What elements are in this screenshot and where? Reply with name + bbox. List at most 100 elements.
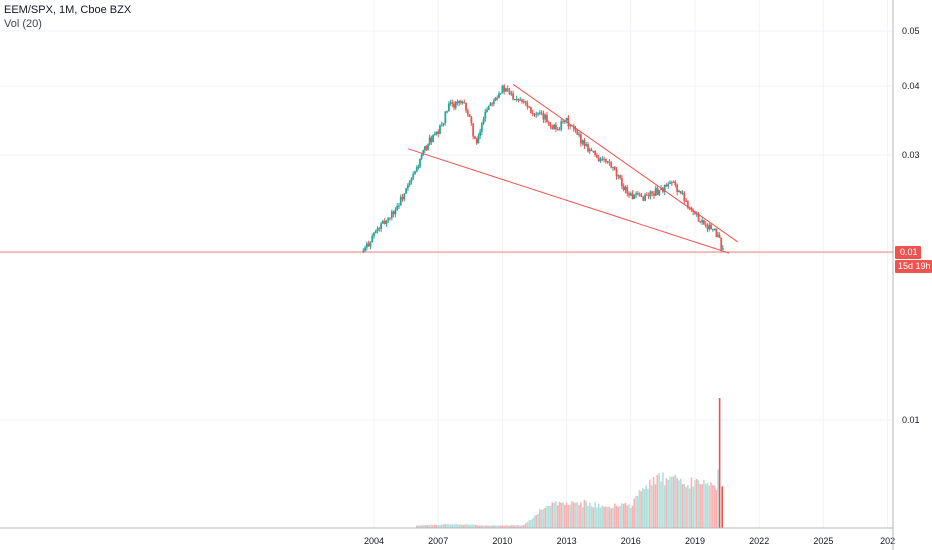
candle-body: [528, 106, 531, 108]
candle-body: [547, 122, 550, 125]
volume-bar: [453, 524, 456, 528]
candle-body: [644, 194, 646, 201]
volume-bar: [633, 498, 636, 528]
volume-bar: [494, 525, 497, 528]
volume-bar: [421, 525, 423, 528]
volume-bar: [501, 525, 504, 528]
last-price-value: 0.01: [900, 247, 918, 257]
candle-body: [415, 167, 418, 172]
volume-bar: [606, 507, 609, 528]
volume-bar: [523, 525, 525, 528]
volume-bar: [517, 525, 520, 528]
candle-body: [419, 158, 421, 167]
volume-bar: [496, 525, 498, 528]
candle-body: [512, 93, 514, 100]
candle-body: [390, 211, 393, 218]
candle-body: [653, 193, 655, 196]
volume-bar: [514, 525, 516, 528]
candle-body: [417, 166, 420, 168]
candle-body: [423, 146, 426, 151]
candle-body: [604, 158, 607, 162]
volume-bar: [590, 506, 593, 528]
candle-body: [601, 158, 604, 160]
x-tick-label: 2007: [428, 536, 448, 546]
x-tick-label: 2004: [364, 536, 384, 546]
volume-bar: [428, 525, 431, 528]
candle-body: [637, 193, 639, 195]
volume-bar: [535, 515, 538, 528]
chart-legend-title: EEM/SPX, 1M, Cboe BZX: [4, 4, 132, 16]
candle-body: [665, 184, 668, 187]
volume-bar: [679, 478, 682, 528]
candle-body: [704, 224, 707, 226]
candle-body: [432, 135, 434, 142]
candle-body: [499, 93, 502, 95]
candle-body: [378, 228, 381, 230]
candle-body: [448, 103, 450, 112]
candle-body: [470, 116, 473, 124]
candle-body: [645, 194, 648, 196]
candle-body: [574, 129, 577, 131]
y-tick-label: 0.03: [902, 150, 920, 160]
candle-body: [576, 129, 579, 135]
volume-bar: [439, 525, 441, 528]
volume-bar: [467, 524, 470, 528]
last-price-badge: [895, 245, 921, 259]
candle-body: [480, 123, 483, 132]
volume-bar: [416, 525, 418, 528]
candle-body: [458, 101, 461, 104]
candle-body: [617, 175, 620, 177]
volume-bar: [704, 483, 707, 528]
volume-bar: [654, 484, 657, 528]
candle-body: [371, 236, 374, 243]
candle-body: [553, 124, 556, 130]
volume-bar: [519, 525, 522, 528]
volume-bar: [471, 524, 473, 528]
resistance-trendline[interactable]: [512, 83, 739, 243]
volume-bar: [645, 485, 648, 528]
candle-body: [720, 237, 723, 250]
candle-body: [498, 93, 500, 98]
volume-bar: [626, 505, 629, 528]
support-trendline[interactable]: [408, 148, 730, 254]
candle-body: [569, 125, 572, 127]
candle-body: [459, 101, 462, 103]
candle-body: [538, 112, 541, 114]
volume-bar: [569, 504, 571, 528]
volume-bar: [553, 502, 555, 528]
volume-bar: [697, 480, 700, 528]
volume-bar: [446, 524, 448, 528]
candle-body: [654, 187, 657, 196]
candle-body: [590, 149, 593, 151]
candle-body: [422, 150, 425, 155]
volume-bar: [605, 506, 607, 528]
candle-body: [468, 114, 471, 117]
candle-body: [477, 135, 480, 144]
candle-body: [663, 184, 666, 192]
volume-bar: [663, 485, 666, 528]
volume-bar: [455, 523, 457, 528]
volume-bar: [717, 469, 719, 528]
volume-bar: [687, 484, 689, 528]
candle-body: [427, 144, 429, 150]
candle-body: [382, 221, 384, 224]
volume-bar: [592, 507, 595, 528]
trendlines[interactable]: [0, 83, 893, 254]
volume-bar: [539, 509, 541, 528]
candle-body: [606, 161, 609, 163]
candle-body: [367, 243, 370, 247]
candle-body: [474, 136, 476, 139]
candle-body: [706, 225, 709, 230]
candle-body: [631, 193, 634, 200]
candle-body: [533, 113, 536, 115]
candle-body: [678, 190, 680, 192]
candle-body: [651, 191, 654, 194]
candle-body: [640, 195, 643, 197]
candle-body: [626, 187, 629, 194]
candle-body: [531, 112, 534, 114]
candle-body: [428, 137, 431, 145]
x-tick-label: 2022: [749, 536, 769, 546]
volume-bar: [490, 525, 493, 528]
candle-body: [588, 149, 591, 152]
